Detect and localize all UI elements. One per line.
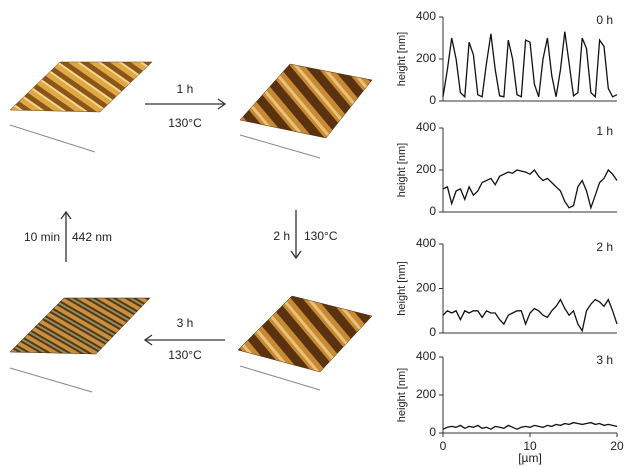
step-temp: 442 nm	[72, 230, 112, 244]
afm-image	[237, 295, 373, 391]
step-time: 10 min	[24, 230, 60, 244]
line-series	[442, 31, 618, 99]
y-tick-label: 200	[416, 51, 436, 65]
y-tick-label: 0	[429, 204, 436, 218]
y-tick-label: 0	[429, 425, 436, 439]
y-tick-label: 0	[429, 93, 436, 107]
y-tick-label: 200	[416, 162, 436, 176]
line-series	[442, 298, 618, 333]
step-temp: 130°C	[304, 229, 338, 243]
afm-image	[9, 61, 153, 153]
y-axis-label: height [nm]	[396, 32, 408, 86]
afm-image	[239, 63, 373, 159]
afm-image	[9, 297, 151, 393]
x-tick-label: 10	[523, 439, 537, 453]
x-tick-label: 0	[440, 439, 447, 453]
step-time: 1 h	[177, 82, 194, 96]
chart-title: 2 h	[596, 240, 613, 254]
line-series	[442, 421, 618, 430]
y-tick-label: 400	[416, 236, 436, 250]
y-tick-label: 400	[416, 349, 436, 363]
y-tick-label: 200	[416, 281, 436, 295]
arrow	[143, 334, 225, 346]
step-temp: 130°C	[168, 348, 202, 362]
y-tick-label: 400	[416, 9, 436, 23]
arrow	[145, 98, 227, 110]
line-series	[442, 168, 618, 211]
chart-title: 1 h	[596, 124, 613, 138]
x-tick-label: 20	[610, 439, 624, 453]
step-temp: 130°C	[168, 116, 202, 130]
y-axis-label: height [nm]	[396, 143, 408, 197]
y-tick-label: 200	[416, 387, 436, 401]
arrow	[60, 210, 72, 262]
chart-title: 0 h	[596, 13, 613, 27]
x-axis-label: [µm]	[518, 451, 542, 465]
step-time: 3 h	[177, 316, 194, 330]
y-tick-label: 0	[429, 325, 436, 339]
chart-title: 3 h	[596, 353, 613, 367]
step-time: 2 h	[273, 229, 290, 243]
y-tick-label: 400	[416, 120, 436, 134]
y-axis-label: height [nm]	[396, 368, 408, 422]
arrow	[290, 210, 302, 260]
y-axis-label: height [nm]	[396, 261, 408, 315]
